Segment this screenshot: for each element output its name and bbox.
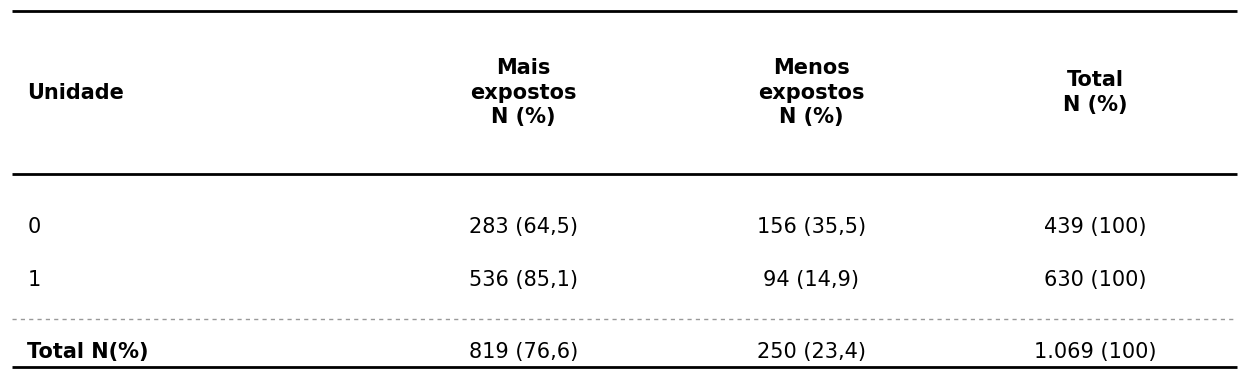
Text: 156 (35,5): 156 (35,5): [757, 217, 866, 237]
Text: 536 (85,1): 536 (85,1): [470, 270, 578, 290]
Text: 439 (100): 439 (100): [1044, 217, 1147, 237]
Text: 283 (64,5): 283 (64,5): [470, 217, 578, 237]
Text: Menos
expostos
N (%): Menos expostos N (%): [758, 58, 864, 127]
Text: 1: 1: [27, 270, 41, 290]
Text: 94 (14,9): 94 (14,9): [763, 270, 859, 290]
Text: 250 (23,4): 250 (23,4): [757, 342, 866, 361]
Text: Total
N (%): Total N (%): [1063, 70, 1128, 115]
Text: 1.069 (100): 1.069 (100): [1034, 342, 1157, 361]
Text: 819 (76,6): 819 (76,6): [468, 342, 578, 361]
Text: Mais
expostos
N (%): Mais expostos N (%): [471, 58, 577, 127]
Text: Unidade: Unidade: [27, 83, 125, 102]
Text: 0: 0: [27, 217, 41, 237]
Text: 630 (100): 630 (100): [1044, 270, 1147, 290]
Text: Total N(%): Total N(%): [27, 342, 149, 361]
